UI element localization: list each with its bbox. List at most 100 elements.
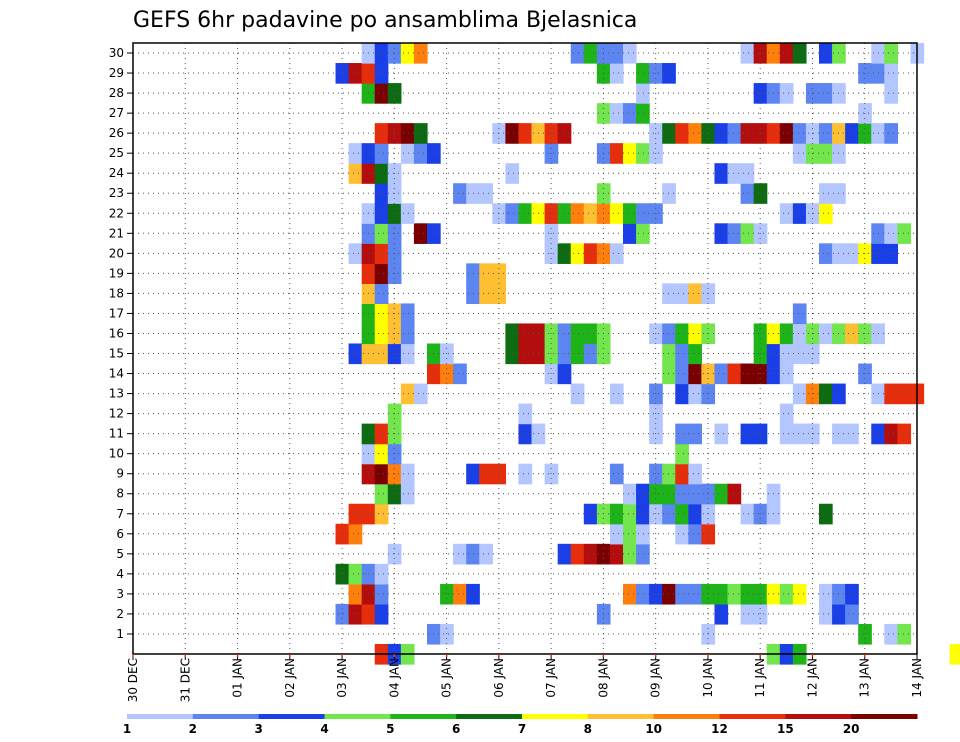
heatmap-cell xyxy=(714,423,729,445)
x-tick-label: 12 JAN xyxy=(806,658,820,698)
y-tick-label: 13 xyxy=(109,387,124,401)
heatmap-cell xyxy=(623,223,637,244)
heatmap-cell xyxy=(675,463,689,485)
heatmap-cell xyxy=(557,123,572,144)
heatmap-cell xyxy=(819,203,833,224)
heatmap-cell xyxy=(348,63,363,84)
heatmap-cell xyxy=(413,43,428,64)
heatmap-cell xyxy=(792,143,807,164)
colorbar-label: 2 xyxy=(189,722,197,736)
y-tick-label: 25 xyxy=(109,146,124,160)
heatmap-cell xyxy=(753,603,768,625)
heatmap-cell xyxy=(400,463,415,485)
colorbar-label: 15 xyxy=(777,722,794,736)
heatmap-cell xyxy=(845,583,859,605)
colorbar-label: 8 xyxy=(584,722,592,736)
heatmap-cell xyxy=(413,383,428,405)
heatmap-cell xyxy=(453,363,467,385)
heatmap-cell xyxy=(740,183,755,204)
x-tick-label: 05 JAN xyxy=(440,658,454,698)
heatmap-cell xyxy=(675,343,689,365)
heatmap-cell xyxy=(479,263,493,284)
heatmap-cell xyxy=(675,123,689,144)
heatmap-cell xyxy=(819,583,833,605)
heatmap-cell xyxy=(727,583,742,605)
heatmap-cell xyxy=(845,603,859,625)
heatmap-cell xyxy=(740,123,755,144)
colorbar-label: 7 xyxy=(518,722,526,736)
heatmap-cell xyxy=(570,243,585,264)
heatmap-cell xyxy=(348,523,363,545)
heatmap-cell xyxy=(623,523,637,545)
heatmap-cell xyxy=(675,483,689,505)
heatmap-cell xyxy=(636,583,650,605)
heatmap-cell xyxy=(557,203,572,224)
y-tick-label: 19 xyxy=(109,266,124,280)
heatmap-cell xyxy=(688,383,702,405)
heatmap-cell xyxy=(518,323,533,345)
heatmap-cell xyxy=(884,243,898,264)
heatmap-cell xyxy=(583,323,598,345)
heatmap-cell xyxy=(623,543,637,565)
x-tick-label: 06 JAN xyxy=(492,658,506,698)
heatmap-cell xyxy=(374,463,389,485)
heatmap-cell xyxy=(649,483,663,505)
heatmap-cell xyxy=(819,603,833,625)
y-tick-label: 16 xyxy=(109,326,124,340)
heatmap-cell xyxy=(636,483,650,505)
heatmap-cell xyxy=(662,503,676,525)
heatmap-cell xyxy=(819,503,833,525)
heatmap-cell xyxy=(348,503,363,525)
heatmap-cell xyxy=(440,583,454,605)
heatmap-cell xyxy=(348,563,363,585)
heatmap-cell xyxy=(727,363,742,385)
heatmap-cell xyxy=(374,263,389,284)
x-tick-label: 14 JAN xyxy=(910,658,924,698)
heatmap-cell xyxy=(374,283,389,305)
heatmap-cell xyxy=(740,503,755,525)
heatmap-cell xyxy=(662,123,676,144)
heatmap-cell xyxy=(688,503,702,525)
heatmap-cell xyxy=(884,423,898,445)
heatmap-cell xyxy=(453,583,467,605)
colorbar-segment xyxy=(127,714,194,719)
heatmap-cell xyxy=(348,603,363,625)
x-tick-label: 01 JAN xyxy=(231,658,245,698)
heatmap-cell xyxy=(845,423,859,445)
heatmap-cell xyxy=(779,323,794,345)
heatmap-cell xyxy=(387,483,402,505)
y-tick-label: 7 xyxy=(116,507,124,521)
heatmap-cell xyxy=(688,463,702,485)
y-tick-label: 23 xyxy=(109,186,124,200)
heatmap-cell xyxy=(688,423,702,445)
y-axis: 1234567891011121314151617181920212223242… xyxy=(109,46,133,641)
heatmap-cell xyxy=(570,543,585,565)
heatmap-cell xyxy=(479,283,493,305)
heatmap-cell xyxy=(884,623,898,645)
colorbar-label: 10 xyxy=(645,722,662,736)
heatmap-cell xyxy=(374,583,389,605)
heatmap-cell xyxy=(753,583,768,605)
heatmap-cell xyxy=(897,383,912,405)
heatmap-cell xyxy=(740,363,755,385)
heatmap-cell xyxy=(623,43,637,64)
heatmap-cell xyxy=(623,483,637,505)
heatmap-cell xyxy=(335,603,350,625)
heatmap-cell xyxy=(557,323,572,345)
plot-frame xyxy=(132,42,918,655)
heatmap-cell xyxy=(675,363,689,385)
heatmap-cell xyxy=(544,463,559,485)
heatmap-cell xyxy=(649,583,663,605)
x-tick-label: 31 DEC xyxy=(178,658,192,702)
heatmap-cell xyxy=(348,583,363,605)
heatmap-cell xyxy=(374,83,389,104)
x-tick-label: 08 JAN xyxy=(596,658,610,698)
y-tick-label: 29 xyxy=(109,66,124,80)
heatmap-cell xyxy=(819,43,833,64)
colorbar-label: 6 xyxy=(452,722,460,736)
heatmap-cell xyxy=(662,463,676,485)
heatmap-cell xyxy=(387,543,402,565)
y-tick-label: 3 xyxy=(116,587,124,601)
heatmap-cell xyxy=(636,523,650,545)
heatmap-cell xyxy=(374,223,389,244)
